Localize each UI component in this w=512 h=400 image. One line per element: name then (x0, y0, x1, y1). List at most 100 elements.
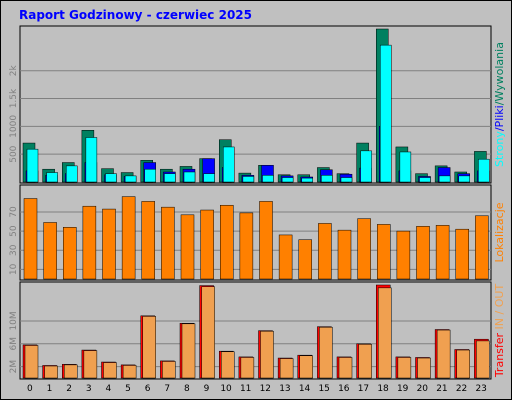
x-tick-label: 19 (397, 384, 409, 394)
bar-hits (242, 176, 255, 183)
bar-transfer-out (240, 357, 255, 379)
series-legend-label: / (493, 127, 506, 131)
bar-visits (141, 201, 155, 280)
series-legend-label: Transfer (493, 332, 506, 378)
bar-visits (337, 229, 352, 280)
bar-transfer-out (319, 326, 333, 379)
bar-transfer-out (162, 361, 176, 379)
bar-visits (377, 224, 391, 280)
series-legend-label: / (493, 101, 506, 105)
x-tick-label: 9 (204, 384, 210, 394)
bar-visits (357, 218, 371, 280)
bar-transfer-out (24, 345, 39, 379)
bar-hits (340, 177, 353, 183)
bar-hits (183, 171, 196, 183)
bar-transfer-out (181, 323, 196, 379)
bar-visits (180, 214, 195, 280)
chart-title: Raport Godzinowy - czerwiec 2025 (19, 8, 252, 22)
x-tick-label: 3 (86, 384, 92, 394)
bar-visits (318, 223, 332, 280)
bar-visits (475, 215, 489, 280)
x-tick-label: 5 (125, 384, 131, 394)
bar-transfer-out (358, 344, 372, 379)
bar-hits (478, 158, 490, 183)
bar-hits (203, 173, 215, 183)
x-tick-label: 12 (260, 384, 271, 394)
bar-visits (455, 228, 469, 280)
x-tick-label: 4 (105, 384, 111, 394)
y-tick-label: 30 (9, 244, 19, 256)
bar-transfer-out (44, 365, 58, 379)
bar-transfer-out (338, 357, 353, 379)
bar-transfer-out (476, 340, 490, 379)
x-tick-label: 7 (164, 384, 170, 394)
bar-hits (144, 168, 156, 183)
bar-visits (121, 196, 136, 280)
bar-visits (396, 230, 411, 280)
bar-hits (399, 151, 412, 183)
bar-hits (419, 177, 431, 183)
series-legend-label: Wywolania (493, 42, 506, 102)
x-tick-label: 16 (338, 384, 350, 394)
bar-visits (435, 225, 450, 280)
plot-area-2 (19, 184, 492, 281)
bar-hits (380, 44, 392, 183)
bar-hits (262, 175, 274, 183)
bar-visits (220, 204, 234, 280)
bar-hits (458, 175, 470, 183)
bar-transfer-out (299, 355, 313, 379)
y-tick-label: 10M (9, 311, 19, 330)
series-legend-label: OUT (493, 284, 506, 311)
plot-area-1 (19, 25, 492, 184)
bar-visits (23, 198, 38, 280)
x-tick-label: 13 (279, 384, 290, 394)
y-tick-label: 2k (9, 64, 19, 76)
x-tick-label: 0 (27, 384, 33, 394)
bar-visits (63, 227, 77, 280)
bar-transfer-out (378, 287, 392, 379)
series-legend-label: Strony (493, 131, 506, 167)
bar-transfer-out (436, 329, 451, 379)
bar-transfer-out (64, 364, 78, 379)
series-legend-label: Pliki (493, 105, 506, 127)
bar-transfer-out (221, 351, 235, 379)
bar-transfer-out (142, 316, 156, 379)
x-tick-label: 14 (299, 384, 311, 394)
bar-transfer-out (279, 358, 294, 379)
bar-transfer-out (397, 357, 412, 379)
bar-hits (66, 165, 78, 183)
bar-visits (416, 226, 430, 280)
x-tick-label: 18 (377, 384, 389, 394)
bar-hits (26, 148, 39, 183)
bar-hits (360, 150, 372, 183)
bar-hits (164, 173, 176, 183)
bar-transfer-out (417, 357, 431, 379)
x-tick-label: 20 (417, 384, 429, 394)
bar-visits (102, 208, 116, 280)
plot-area-3 (19, 281, 492, 380)
bar-visits (259, 201, 273, 280)
bar-hits (105, 173, 117, 183)
bar-visits (43, 222, 57, 280)
series-legend-3: Transfer IN / OUT (493, 284, 506, 379)
x-tick-label: 15 (318, 384, 329, 394)
bar-visits (82, 205, 97, 280)
y-tick-label: 1000 (9, 115, 19, 138)
series-legend-label: / (493, 310, 506, 314)
x-tick-label: 2 (66, 384, 72, 394)
bar-visits (278, 234, 293, 280)
bar-visits (161, 206, 175, 280)
bar-hits (281, 177, 294, 183)
series-legend-label: Lokalizacje (493, 202, 506, 262)
x-tick-label: 17 (358, 384, 369, 394)
bar-transfer-out (260, 330, 274, 379)
series-legend-2: Lokalizacje (493, 202, 506, 262)
x-tick-label: 8 (184, 384, 190, 394)
x-tick-label: 11 (240, 384, 251, 394)
bar-transfer-out (103, 362, 117, 379)
x-tick-label: 6 (145, 384, 151, 394)
y-tick-label: 2M (9, 360, 19, 374)
y-tick-label: 70 (9, 206, 19, 218)
bar-visits (200, 209, 214, 280)
